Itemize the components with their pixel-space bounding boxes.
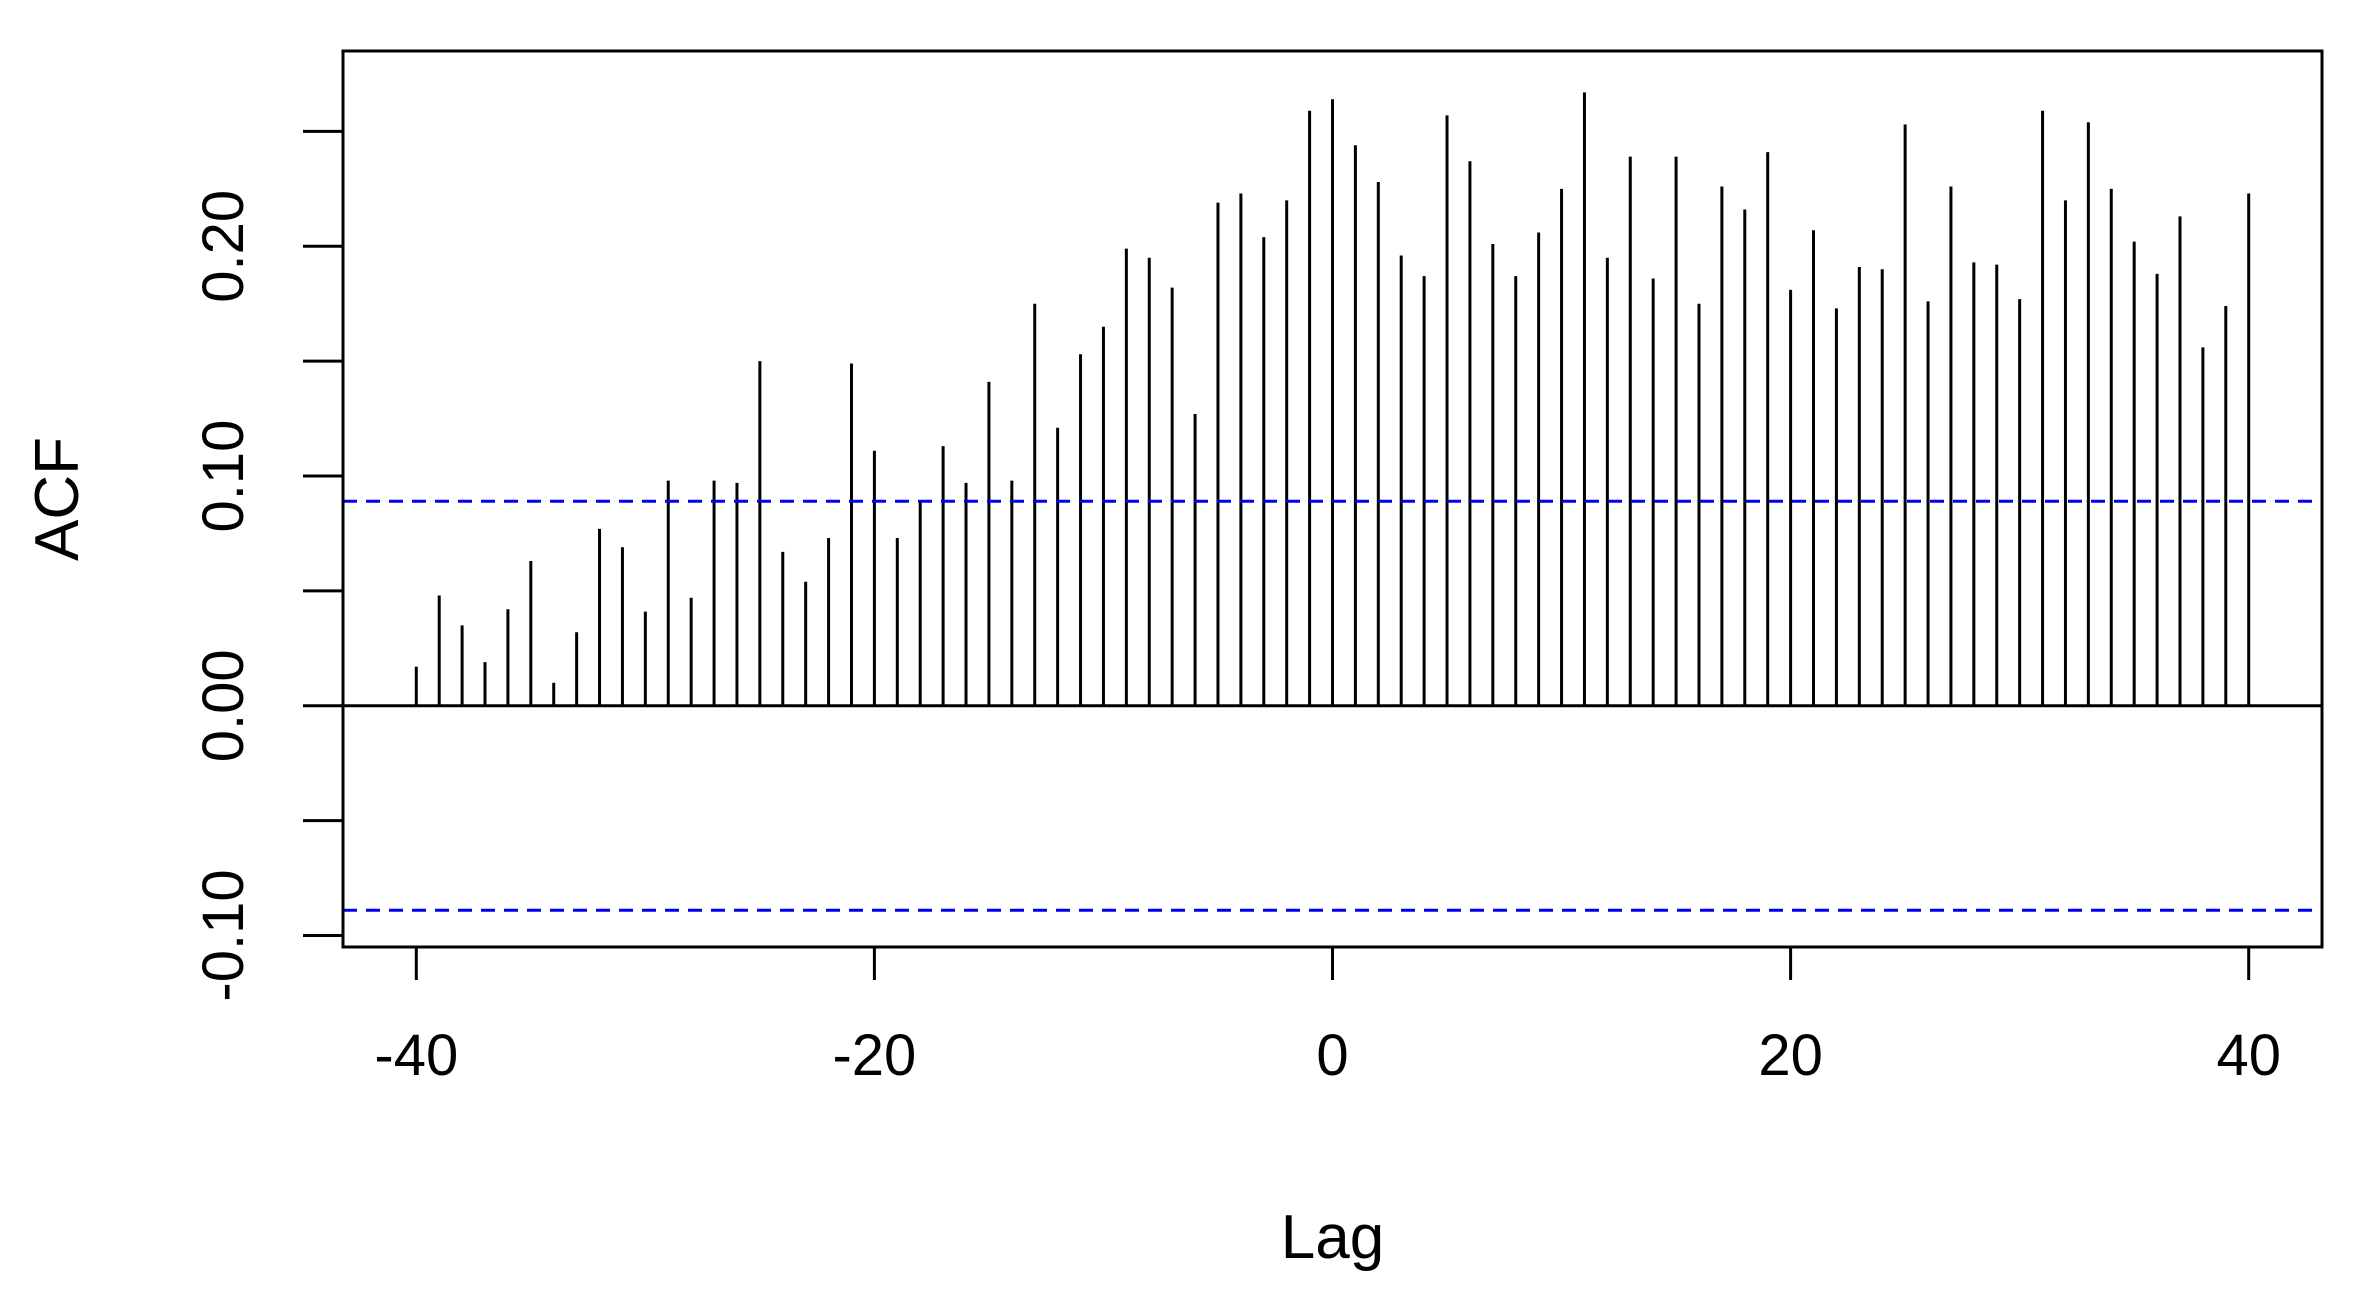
x-tick-label: 20 bbox=[1758, 1023, 1823, 1088]
y-tick-label: -0.10 bbox=[191, 869, 256, 1001]
x-tick-label: -40 bbox=[374, 1023, 458, 1088]
x-axis-title: Lag bbox=[1281, 1203, 1384, 1272]
acf-bars bbox=[414, 92, 2251, 706]
x-axis: -40 -20 0 20 40 bbox=[374, 945, 2281, 1088]
x-tick-label: 40 bbox=[2216, 1023, 2281, 1088]
x-tick-label: 0 bbox=[1316, 1023, 1348, 1088]
y-axis: -0.10 0.00 0.10 0.20 bbox=[191, 129, 345, 1002]
y-tick-label: 0.00 bbox=[191, 649, 256, 762]
y-axis-title: ACF bbox=[23, 437, 92, 561]
y-tick-label: 0.10 bbox=[191, 420, 256, 533]
x-tick-label: -20 bbox=[832, 1023, 916, 1088]
y-tick-label: 0.20 bbox=[191, 190, 256, 303]
